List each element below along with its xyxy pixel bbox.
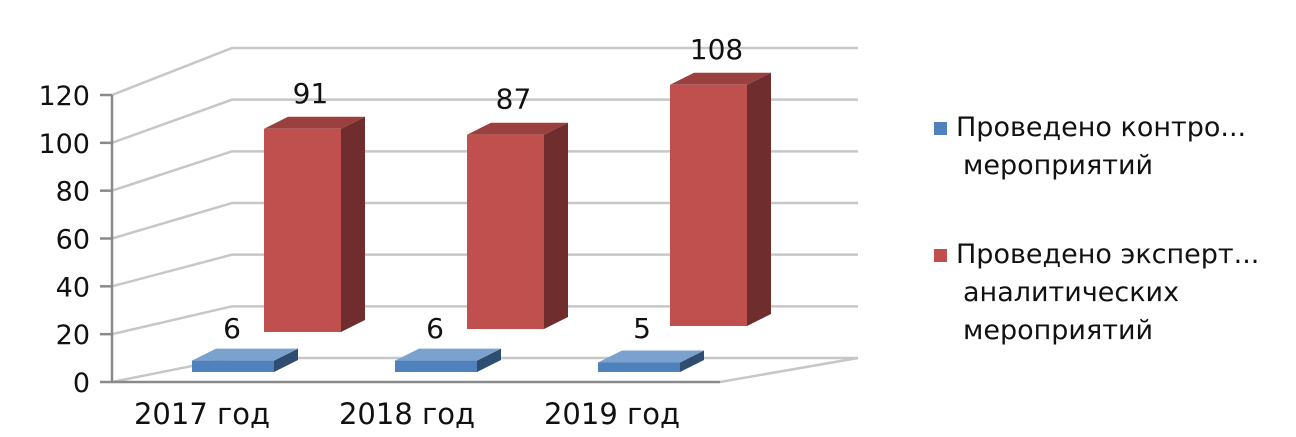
bar-s1-3 xyxy=(598,362,680,372)
bar-top-s2-3 xyxy=(670,72,771,85)
bar-s1-2 xyxy=(395,360,477,372)
bar-s2-3 xyxy=(670,84,747,326)
gridline xyxy=(111,46,858,97)
gridline xyxy=(111,150,858,192)
gridline xyxy=(111,98,858,145)
y-tick-label: 120 xyxy=(38,81,90,112)
legend-label-2: мероприятий xyxy=(963,315,1153,346)
bar-top-s1-3 xyxy=(598,350,704,363)
bar-side-s2-2 xyxy=(544,122,568,329)
data-label-s2-2: 87 xyxy=(496,83,532,116)
bar-side-s1-2 xyxy=(477,348,501,372)
y-tick-label: 0 xyxy=(73,368,90,399)
bar-side-s2-3 xyxy=(747,72,771,326)
bar-top-s2-1 xyxy=(264,116,365,129)
y-tick-label: 100 xyxy=(38,129,90,160)
y-tick-label: 20 xyxy=(56,320,90,351)
x-category-label: 2018 год xyxy=(339,397,475,431)
data-label-s1-1: 6 xyxy=(223,312,241,345)
legend-label-1: мероприятий xyxy=(963,150,1153,181)
y-tick-label: 40 xyxy=(56,272,90,303)
legend-label-2: Проведено эксперт... xyxy=(956,239,1259,270)
bars xyxy=(192,72,771,372)
bar-side-s2-1 xyxy=(341,116,365,333)
bar-s2-2 xyxy=(467,134,544,329)
bar-top-s2-2 xyxy=(467,122,568,135)
bar-s2-1 xyxy=(264,128,341,332)
data-labels: 91 6 87 6 108 5 xyxy=(223,33,743,345)
y-axis-ticks: 0 20 40 60 80 100 120 xyxy=(38,81,90,399)
bar-side-s1-1 xyxy=(274,348,298,372)
gridline xyxy=(111,305,858,336)
x-category-label: 2017 год xyxy=(134,397,270,431)
y-tick-label: 60 xyxy=(56,225,90,256)
bar-top-s1-2 xyxy=(395,348,501,361)
data-label-s2-1: 91 xyxy=(293,77,329,110)
bar-top-s1-1 xyxy=(192,348,298,361)
category-labels: 2017 год 2018 год 2019 год xyxy=(134,397,680,431)
legend-label-2: аналитических xyxy=(963,277,1179,308)
axes xyxy=(100,93,859,384)
floor-edge xyxy=(719,356,859,384)
legend-swatch-1 xyxy=(934,122,947,135)
gridline xyxy=(111,201,858,240)
bar-side-s1-3 xyxy=(680,350,704,372)
data-label-s1-2: 6 xyxy=(426,312,444,345)
legend-swatch-2 xyxy=(934,249,947,262)
x-category-label: 2019 год xyxy=(544,397,680,431)
bar-s1-1 xyxy=(192,360,274,372)
data-label-s2-3: 108 xyxy=(690,33,743,66)
legend: Проведено контро... мероприятий Проведено … xyxy=(934,112,1259,346)
gridline xyxy=(111,253,858,288)
legend-label-1: Проведено контро... xyxy=(956,112,1246,143)
data-label-s1-3: 5 xyxy=(633,312,651,345)
y-tick-label: 80 xyxy=(56,177,90,208)
